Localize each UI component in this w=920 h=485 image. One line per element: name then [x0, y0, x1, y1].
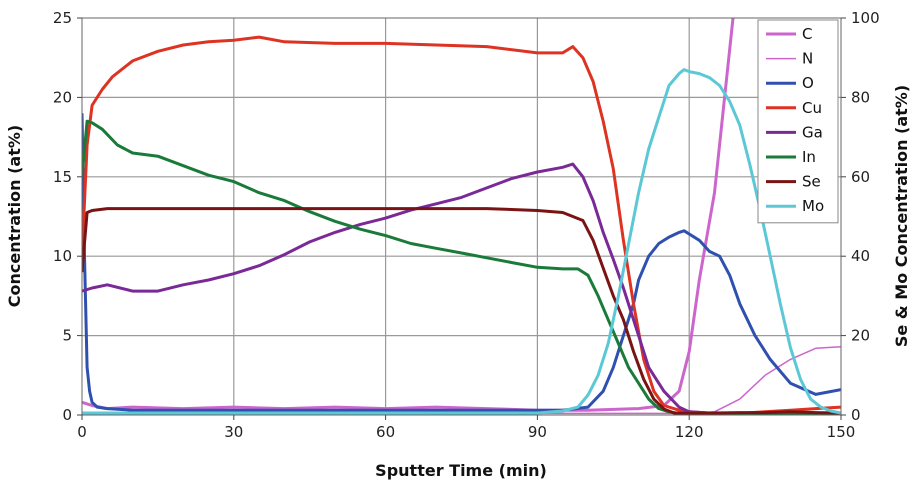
- series-line-o: [82, 113, 841, 412]
- x-tick-label: 150: [827, 423, 856, 441]
- legend-label-cu: Cu: [802, 99, 822, 117]
- y-tick-label: 10: [53, 247, 72, 265]
- series-line-mo: [82, 68, 841, 415]
- legend-label-ga: Ga: [802, 123, 823, 141]
- legend-label-mo: Mo: [802, 197, 824, 215]
- y2-tick-label: 0: [851, 406, 861, 424]
- y2-tick-label: 100: [851, 9, 880, 27]
- legend-box: [757, 19, 839, 224]
- series-lines: [82, 18, 841, 415]
- y2-tick-label: 20: [851, 327, 870, 345]
- legend-label-n: N: [802, 50, 813, 68]
- x-axis-title: Sputter Time (min): [375, 461, 547, 480]
- y-tick-label: 0: [62, 406, 72, 424]
- series-line-ga: [82, 162, 841, 415]
- y-tick-label: 5: [62, 327, 72, 345]
- x-tick-label: 0: [77, 423, 87, 441]
- y-axis-title: Concentration (at%): [5, 125, 24, 307]
- y-tick-label: 15: [53, 168, 72, 186]
- x-tick-label: 120: [675, 423, 704, 441]
- plot-area-frame: [81, 17, 842, 416]
- legend-label-se: Se: [802, 173, 821, 191]
- x-tick-label: 60: [376, 423, 395, 441]
- legend-label-c: C: [802, 25, 812, 43]
- y-tick-label: 25: [53, 9, 72, 27]
- y-tick-label: 20: [53, 88, 72, 106]
- legend: CNO Cu Ga In Se Mo: [757, 19, 839, 224]
- x-tick-label: 30: [224, 423, 243, 441]
- legend-label-in: In: [802, 148, 816, 166]
- grid-lines: [82, 18, 841, 415]
- y2-tick-label: 60: [851, 168, 870, 186]
- legend-label-o: O: [802, 74, 814, 92]
- y2-tick-label: 80: [851, 88, 870, 106]
- x-tick-label: 90: [528, 423, 547, 441]
- y2-axis-title: Se & Mo Concentration (at%): [892, 85, 911, 347]
- series-line-se: [82, 207, 841, 415]
- y2-tick-label: 40: [851, 247, 870, 265]
